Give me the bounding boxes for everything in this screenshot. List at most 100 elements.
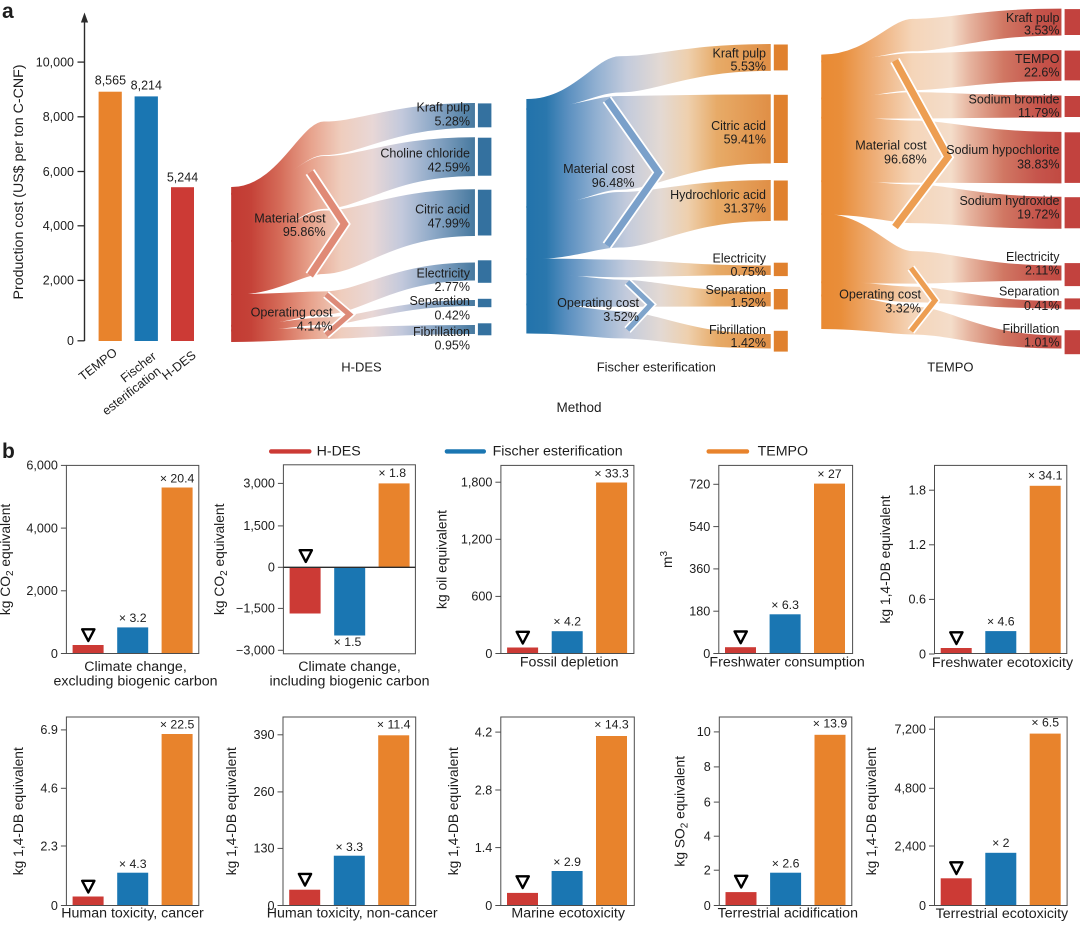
svg-text:Fischer esterification: Fischer esterification — [493, 443, 623, 459]
svg-text:× 22.5: × 22.5 — [160, 718, 195, 732]
svg-text:Separation: Separation — [706, 283, 767, 297]
svg-text:8,214: 8,214 — [131, 78, 162, 92]
svg-text:0: 0 — [919, 899, 926, 913]
svg-text:4,800: 4,800 — [894, 782, 926, 796]
svg-text:Kraft pulp: Kraft pulp — [416, 101, 470, 115]
svg-text:Fibrillation: Fibrillation — [709, 323, 766, 337]
svg-text:Citric acid: Citric acid — [711, 119, 766, 133]
svg-text:× 2.9: × 2.9 — [553, 855, 581, 869]
svg-text:4.14%: 4.14% — [297, 320, 333, 334]
svg-text:0.41%: 0.41% — [1024, 299, 1059, 313]
svg-text:× 27: × 27 — [817, 467, 841, 481]
svg-text:180: 180 — [689, 605, 710, 619]
svg-text:6,000: 6,000 — [26, 459, 58, 473]
svg-text:59.41%: 59.41% — [724, 133, 766, 147]
svg-text:540: 540 — [689, 520, 710, 534]
svg-text:3,000: 3,000 — [243, 477, 275, 491]
svg-text:Kraft pulp: Kraft pulp — [712, 46, 766, 60]
svg-text:1.42%: 1.42% — [731, 336, 766, 350]
svg-text:4: 4 — [704, 830, 711, 844]
svg-text:Sodium hypochlorite: Sodium hypochlorite — [946, 143, 1059, 157]
svg-text:H-DES: H-DES — [317, 443, 361, 459]
svg-text:5.53%: 5.53% — [731, 60, 766, 74]
svg-text:kg 1,4-DB equivalent: kg 1,4-DB equivalent — [446, 747, 461, 875]
svg-text:× 6.5: × 6.5 — [1031, 715, 1059, 729]
svg-text:Freshwater ecotoxicity: Freshwater ecotoxicity — [932, 655, 1074, 671]
svg-text:kg 1,4-DB equivalent: kg 1,4-DB equivalent — [878, 495, 893, 623]
svg-text:kg oil equivalent: kg oil equivalent — [434, 510, 449, 609]
svg-text:Sodium bromide: Sodium bromide — [968, 93, 1059, 107]
svg-text:5,244: 5,244 — [167, 171, 198, 185]
svg-text:TEMPO: TEMPO — [758, 443, 808, 459]
svg-text:1.4: 1.4 — [475, 841, 493, 855]
svg-text:Citric acid: Citric acid — [415, 203, 470, 217]
svg-text:22.6%: 22.6% — [1024, 66, 1059, 80]
svg-text:0: 0 — [268, 561, 275, 575]
svg-text:Operating cost: Operating cost — [251, 306, 333, 320]
svg-text:0.75%: 0.75% — [731, 265, 766, 279]
svg-text:390: 390 — [253, 728, 274, 742]
svg-text:3.53%: 3.53% — [1024, 24, 1059, 38]
svg-text:4,000: 4,000 — [26, 521, 58, 535]
svg-text:Climate change,: Climate change, — [298, 659, 401, 675]
svg-text:Electricity: Electricity — [713, 252, 767, 266]
svg-text:7,200: 7,200 — [894, 723, 926, 737]
svg-text:× 2.6: × 2.6 — [772, 856, 800, 870]
svg-text:2.8: 2.8 — [475, 783, 493, 797]
svg-text:19.72%: 19.72% — [1017, 208, 1059, 222]
svg-text:38.83%: 38.83% — [1017, 158, 1059, 172]
svg-text:3.32%: 3.32% — [885, 302, 921, 316]
svg-text:Terrestrial ecotoxicity: Terrestrial ecotoxicity — [936, 906, 1069, 922]
svg-text:6.9: 6.9 — [40, 723, 58, 737]
svg-text:2.3: 2.3 — [40, 839, 58, 853]
svg-text:4.2: 4.2 — [475, 725, 493, 739]
svg-text:× 2: × 2 — [992, 836, 1010, 850]
svg-text:× 1.8: × 1.8 — [378, 466, 406, 480]
svg-text:TEMPO: TEMPO — [1015, 52, 1060, 66]
svg-text:42.59%: 42.59% — [428, 160, 470, 174]
svg-text:a: a — [2, 0, 14, 23]
svg-text:0: 0 — [67, 334, 74, 348]
svg-text:kg CO2 equivalent: kg CO2 equivalent — [212, 503, 230, 615]
svg-text:kg CO2 equivalent: kg CO2 equivalent — [0, 504, 16, 616]
svg-text:including biogenic carbon: including biogenic carbon — [269, 674, 429, 690]
svg-text:× 20.4: × 20.4 — [160, 471, 195, 485]
svg-text:2: 2 — [704, 864, 711, 878]
svg-text:× 3.2: × 3.2 — [119, 611, 147, 625]
svg-text:1,200: 1,200 — [461, 533, 493, 547]
svg-text:Fossil depletion: Fossil depletion — [520, 655, 619, 671]
svg-text:10: 10 — [697, 725, 711, 739]
svg-text:10,000: 10,000 — [36, 55, 74, 69]
svg-text:× 34.1: × 34.1 — [1028, 468, 1063, 482]
svg-text:Human toxicity, cancer: Human toxicity, cancer — [61, 906, 204, 922]
svg-text:kg 1,4-DB equivalent: kg 1,4-DB equivalent — [11, 747, 26, 875]
svg-text:× 33.3: × 33.3 — [594, 466, 629, 480]
svg-text:Material cost: Material cost — [563, 162, 635, 176]
svg-text:Material cost: Material cost — [855, 138, 927, 152]
svg-text:0.42%: 0.42% — [435, 308, 470, 322]
svg-text:130: 130 — [253, 842, 274, 856]
svg-text:0.6: 0.6 — [908, 593, 926, 607]
svg-text:1.01%: 1.01% — [1024, 336, 1059, 350]
svg-text:1,800: 1,800 — [461, 476, 493, 490]
svg-text:−1,500: −1,500 — [236, 602, 275, 616]
svg-text:2,000: 2,000 — [26, 584, 58, 598]
svg-text:Operating cost: Operating cost — [839, 288, 921, 302]
svg-text:3.52%: 3.52% — [603, 310, 639, 324]
svg-text:Fibrillation: Fibrillation — [413, 325, 470, 339]
svg-text:47.99%: 47.99% — [428, 217, 470, 231]
svg-text:Fibrillation: Fibrillation — [1003, 322, 1060, 336]
svg-text:× 13.9: × 13.9 — [813, 717, 848, 731]
svg-text:TEMPO: TEMPO — [927, 360, 973, 375]
svg-text:× 4.3: × 4.3 — [119, 857, 147, 871]
svg-text:Electricity: Electricity — [417, 267, 471, 281]
svg-text:0: 0 — [267, 899, 274, 913]
svg-text:600: 600 — [471, 590, 492, 604]
svg-text:0: 0 — [51, 647, 58, 661]
svg-text:Sodium hydroxide: Sodium hydroxide — [959, 194, 1059, 208]
svg-text:Separation: Separation — [410, 294, 471, 308]
svg-text:96.68%: 96.68% — [884, 152, 927, 166]
svg-text:× 1.5: × 1.5 — [334, 635, 362, 649]
svg-text:Choline chloride: Choline chloride — [380, 146, 470, 160]
svg-text:Material cost: Material cost — [254, 211, 326, 225]
